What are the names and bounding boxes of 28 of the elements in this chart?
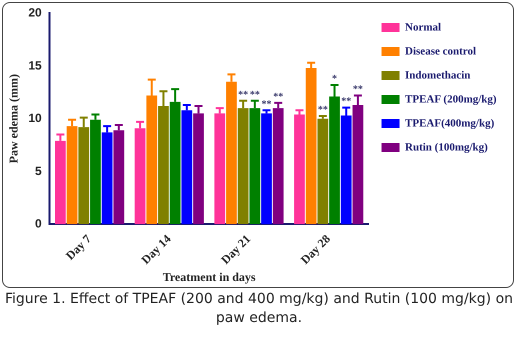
- x-axis-title: Treatment in days: [162, 270, 256, 284]
- legend-label: Rutin (100mg/kg): [405, 141, 488, 154]
- data-label: **: [238, 89, 248, 100]
- data-label: **: [352, 84, 363, 96]
- data-label: **: [318, 104, 328, 116]
- y-tick-label: 15: [28, 58, 42, 72]
- x-tick-label: Day 14: [138, 232, 174, 267]
- y-tick-label: 5: [35, 164, 42, 178]
- data-label: **: [250, 89, 260, 100]
- data-label: **: [273, 91, 284, 102]
- data-label: **: [341, 96, 352, 108]
- x-tick-label: Day 28: [298, 232, 333, 267]
- legend-label: TPEAF (200mg/kg): [405, 93, 497, 106]
- y-tick-label: 20: [28, 6, 42, 20]
- y-tick-label: 0: [35, 216, 42, 231]
- y-axis-title: Paw edema (mm): [6, 74, 20, 164]
- legend-label: Disease control: [405, 45, 476, 58]
- data-label: *: [332, 74, 338, 85]
- legend-label: TPEAF(400mg/kg): [405, 117, 495, 130]
- bar: [317, 118, 328, 224]
- data-label: **: [262, 98, 272, 110]
- y-tick-label: 10: [28, 111, 42, 126]
- caption: Figure 1. Effect of TPEAF (200 and 400 mg/kg) and Rutin (100 mg/kg) on paw edema.: [4, 290, 514, 328]
- legend-label: Normal: [405, 21, 442, 34]
- x-tick-label: Day 7: [63, 232, 94, 263]
- bar: [261, 113, 272, 224]
- x-tick-label: Day 21: [218, 232, 254, 267]
- legend-label: Indomethacin: [405, 69, 470, 82]
